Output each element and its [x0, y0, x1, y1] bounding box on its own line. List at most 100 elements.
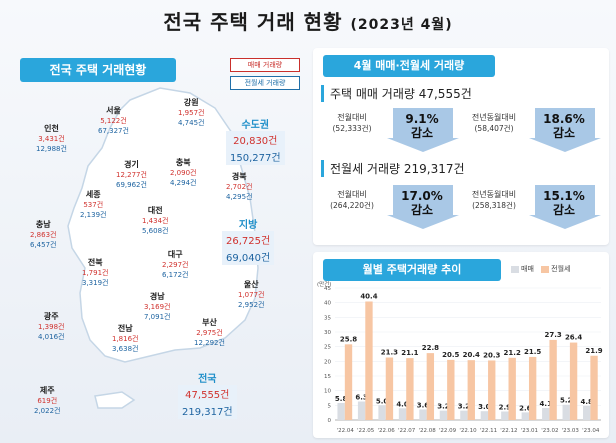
bar-label-sale: 6.3 [355, 394, 368, 402]
bar-sale [582, 405, 591, 420]
y-axis-label: (만건) [317, 280, 331, 288]
region-gyeonggi: 경기 12,277건 69,962건 [116, 160, 147, 189]
bar-label-rent: 21.1 [401, 349, 418, 357]
bar-sale [378, 405, 386, 420]
y-tick-label: 10 [324, 389, 331, 395]
region-seoul: 서울 5,122건 67,327건 [98, 106, 129, 135]
x-tick-label: '22.06 [378, 428, 396, 434]
chart-panel: 월별 주택거래량 추이 매매 전월세 (만건) 0 5 10 15 20 25 30 35 40 4… [313, 252, 609, 438]
rent-yoy-value: 15.1% 감소 [543, 189, 585, 217]
chart-legend: 매매 전월세 [506, 264, 570, 274]
bar-label-rent: 20.3 [483, 351, 500, 359]
map-badge: 전국 주택 거래현황 [20, 58, 176, 82]
sale-yoy-box: 전년동월대비 (58,407건) 18.6% 감소 [463, 108, 601, 152]
down-arrow-icon [529, 185, 601, 229]
summary-capital: 수도권 20,830건 150,277건 [226, 116, 285, 165]
sale-mom-value: 9.1% 감소 [405, 112, 439, 140]
bar-rent [549, 339, 557, 420]
y-tick-label: 20 [324, 359, 331, 365]
bar-rent [426, 353, 435, 420]
page-title: 전국 주택 거래 현황 (2023년 4월) [0, 6, 616, 35]
rent-volume-title: 전월세 거래량 219,317건 [321, 160, 465, 177]
legend-rent-text: 전월세 [551, 265, 571, 273]
legend-sale-text: 매매 [521, 265, 534, 273]
legend-sale-swatch [511, 265, 519, 273]
x-tick-label: '23.02 [541, 428, 558, 434]
legend-rent-swatch [541, 265, 550, 273]
x-tick-label: '23.03 [562, 428, 580, 434]
bar-label-rent: 21.3 [381, 349, 398, 357]
x-tick-label: '23.01 [521, 428, 538, 434]
bar-label-sale: 5.0 [376, 397, 389, 405]
bar-sale [542, 407, 550, 420]
bar-label-sale: 2.9 [499, 403, 512, 411]
korea-map [67, 87, 259, 409]
region-gwangju: 광주 1,398건 4,016건 [38, 312, 65, 341]
legend-sale-label: 매매 거래량 [230, 58, 300, 72]
bar-sale [460, 410, 468, 420]
jeju-island [94, 391, 136, 409]
bar-label-rent: 21.2 [504, 349, 521, 357]
bar-label-sale: 4.8 [580, 398, 593, 406]
region-jeonnam: 전남 1,816건 3,638건 [112, 324, 139, 353]
rent-yoy-box: 전년동월대비 (258,318건) 15.1% 감소 [463, 185, 601, 229]
bar-label-sale: 4.1 [540, 400, 553, 408]
summary-national: 전국 47,555건 219,317건 [178, 370, 237, 419]
bar-label-sale: 5.2 [560, 397, 573, 405]
bar-label-sale: 3.2 [437, 403, 450, 411]
summary-local: 지방 26,725건 69,040건 [222, 216, 275, 265]
bar-rent [467, 360, 475, 420]
y-tick-label: 30 [324, 330, 331, 336]
region-gangwon: 강원 1,957건 4,745건 [178, 98, 205, 127]
bar-label-rent: 20.5 [442, 351, 459, 359]
bar-rent [385, 357, 394, 420]
rent-yoy-label: 전년동월대비 (258,318건) [471, 190, 517, 210]
x-tick-label: '22.08 [418, 428, 436, 434]
bar-label-rent: 22.8 [422, 344, 439, 352]
bar-sale [398, 408, 407, 420]
y-tick-label: 35 [324, 315, 331, 321]
sale-volume-title: 주택 매매 거래량 47,555건 [321, 85, 472, 102]
bar-sale [521, 412, 529, 420]
bar-sale [501, 411, 509, 420]
y-tick-label: 40 [324, 301, 331, 307]
legend-rent-label: 전월세 거래량 [230, 76, 300, 90]
monthly-bar-chart: (만건) 0 5 10 15 20 25 30 35 40 45 5.8 25.8 '22.04 6.3 40… [317, 280, 603, 434]
bar-label-rent: 20.4 [463, 351, 480, 359]
down-arrow-icon [387, 185, 459, 229]
bar-sale [337, 402, 345, 420]
rent-mom-label: 전월대비 (264,220건) [330, 190, 374, 210]
region-incheon: 인천 3,431건 12,988건 [36, 124, 67, 153]
down-arrow-icon [387, 108, 459, 152]
bar-rent [406, 358, 414, 420]
bar-sale [562, 404, 570, 420]
bar-label-rent: 26.4 [565, 334, 582, 342]
region-daejeon: 대전 1,434건 5,608건 [142, 206, 169, 235]
bar-label-rent: 25.8 [340, 335, 357, 343]
x-tick-label: '22.07 [398, 428, 416, 434]
sale-yoy-label: 전년동월대비 (58,407건) [471, 113, 517, 133]
sale-mom-box: 전월대비 (52,333건) 9.1% 감소 [321, 108, 459, 152]
y-tick-label: 0 [328, 418, 332, 424]
bar-rent [447, 359, 455, 420]
bar-rent [528, 356, 537, 420]
y-tick-label: 15 [324, 374, 331, 380]
region-sejong: 세종 537건 2,139건 [80, 190, 107, 219]
volume-panel: 4월 매매·전월세 거래량 주택 매매 거래량 47,555건 전월대비 (52… [313, 48, 609, 245]
page-title-main: 전국 주택 거래 현황 [163, 10, 343, 34]
region-chungbuk: 충북 2,090건 4,294건 [170, 158, 197, 187]
y-tick-label: 25 [324, 345, 331, 351]
x-tick-label: '22.09 [439, 428, 457, 434]
y-tick-label: 5 [328, 403, 332, 409]
bar-label-sale: 2.6 [519, 404, 532, 412]
region-jeonbuk: 전북 1,791건 3,319건 [82, 258, 109, 287]
bar-rent [344, 344, 353, 420]
bar-sale [480, 411, 489, 420]
bar-label-sale: 5.8 [335, 395, 348, 403]
region-chungnam: 충남 2,863건 6,457건 [30, 220, 57, 249]
region-gyeongbuk: 경북 2,702건 4,295건 [226, 172, 253, 201]
x-tick-label: '22.12 [500, 428, 517, 434]
bar-sale [419, 409, 427, 420]
chart-header: 월별 주택거래량 추이 [323, 259, 501, 281]
bar-label-sale: 3.2 [458, 403, 471, 411]
